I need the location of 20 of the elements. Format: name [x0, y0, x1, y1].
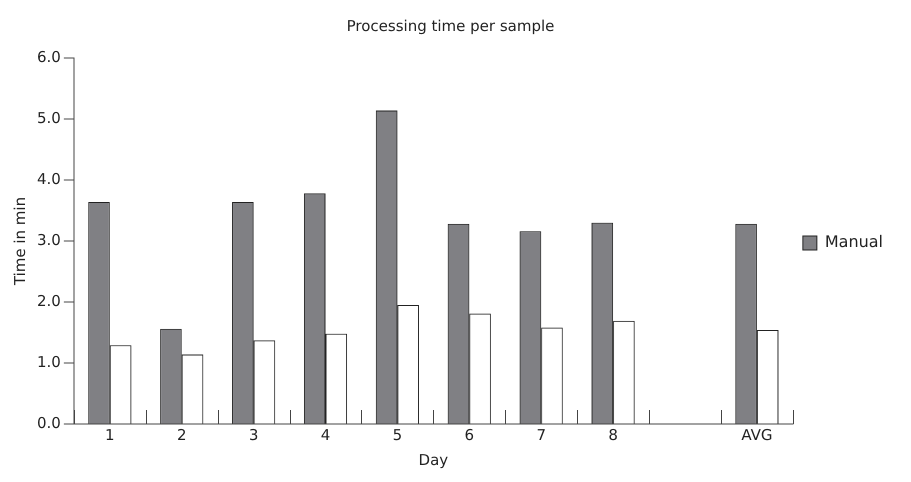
- y-tick-label: 3.0: [36, 230, 61, 249]
- x-tick-label: 5: [392, 426, 402, 444]
- chart-title: Processing time per sample: [346, 16, 554, 35]
- y-tick-label: 2.0: [36, 292, 61, 310]
- y-tick-label: 4.0: [36, 170, 61, 188]
- y-tick-label: 5.0: [36, 108, 61, 127]
- x-tick-label: 8: [608, 426, 618, 444]
- x-tick-label: 7: [536, 426, 546, 444]
- x-tick-label: AVG: [741, 426, 773, 444]
- x-tick-label: 2: [176, 426, 186, 444]
- y-axis-title: Time in min: [10, 196, 29, 286]
- y-tick-label: 6.0: [36, 48, 61, 66]
- x-tick-label: 3: [248, 426, 258, 444]
- x-axis-title: Day: [418, 450, 448, 469]
- x-tick-label: 1: [105, 426, 115, 444]
- x-tick-label: 6: [464, 426, 474, 444]
- x-tick-label: 4: [320, 426, 330, 444]
- legend-label: Manual: [824, 232, 883, 252]
- y-tick-label: 1.0: [36, 352, 61, 371]
- y-tick-label: 0.0: [36, 414, 61, 432]
